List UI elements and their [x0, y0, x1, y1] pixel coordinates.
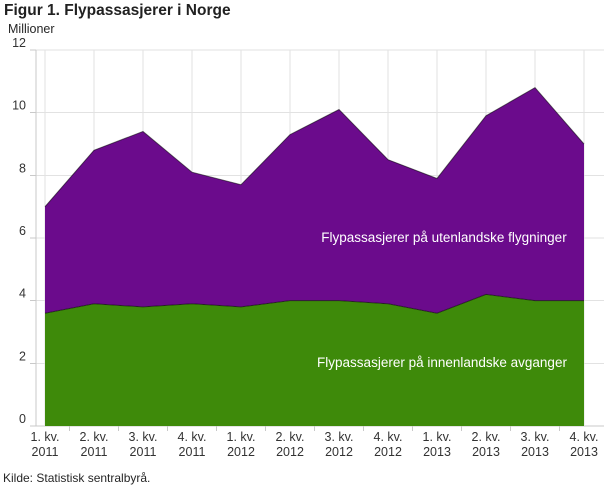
x-tick-label: 2013: [472, 445, 500, 459]
x-tick-label: 2011: [32, 445, 59, 459]
x-tick-label: 2. kv.: [80, 430, 109, 444]
x-axis-ticks: [69, 426, 560, 431]
x-tick-label: 2012: [374, 445, 402, 459]
area-innenlandske-edge: [44, 293, 584, 314]
x-tick-label: 4. kv.: [178, 430, 207, 444]
x-tick-label: 2. kv.: [472, 430, 501, 444]
y-tick-label: 8: [19, 161, 26, 175]
series-labels: Flypassasjerer på innenlandske avganger F…: [317, 230, 567, 370]
x-tick-label: 2012: [325, 445, 353, 459]
chart-areas: [44, 86, 585, 426]
x-tick-label: 4. kv.: [374, 430, 403, 444]
y-axis-unit-label: Millioner: [8, 22, 55, 36]
figure-title: Figur 1. Flypassasjerer i Norge: [4, 2, 231, 19]
area-utenlandske: [45, 87, 584, 314]
x-tick-label: 3. kv.: [521, 430, 550, 444]
x-tick-label: 2011: [179, 445, 206, 459]
y-tick-label: 10: [12, 99, 26, 113]
x-tick-label: 3. kv.: [325, 430, 354, 444]
x-tick-label: 2011: [81, 445, 108, 459]
x-tick-label: 2013: [423, 445, 451, 459]
x-tick-label: 2013: [521, 445, 549, 459]
x-tick-label: 1. kv.: [423, 430, 452, 444]
series-label-utenlandske: Flypassasjerer på utenlandske flygninger: [321, 230, 567, 245]
x-tick-label: 2012: [227, 445, 255, 459]
x-tick-label: 2013: [570, 445, 598, 459]
x-tick-label: 3. kv.: [129, 430, 158, 444]
y-tick-label: 0: [19, 412, 26, 426]
y-axis-labels: 0 2 4 6 8 10 12: [12, 36, 26, 426]
x-tick-label: 4. kv.: [570, 430, 599, 444]
x-tick-label: 1. kv.: [227, 430, 256, 444]
area-innenlandske: [45, 294, 584, 426]
x-tick-label: 2012: [276, 445, 304, 459]
y-tick-label: 4: [19, 287, 26, 301]
x-tick-label: 1. kv.: [31, 430, 60, 444]
y-tick-label: 6: [19, 224, 26, 238]
source-note: Kilde: Statistisk sentralbyrå.: [3, 471, 151, 485]
series-label-innenlandske: Flypassasjerer på innenlandske avganger: [317, 355, 567, 370]
y-tick-label: 2: [19, 349, 26, 363]
area-utenlandske-edge: [44, 86, 585, 207]
y-tick-label: 12: [12, 36, 26, 50]
x-tick-label: 2011: [130, 445, 157, 459]
x-tick-label: 2. kv.: [276, 430, 305, 444]
